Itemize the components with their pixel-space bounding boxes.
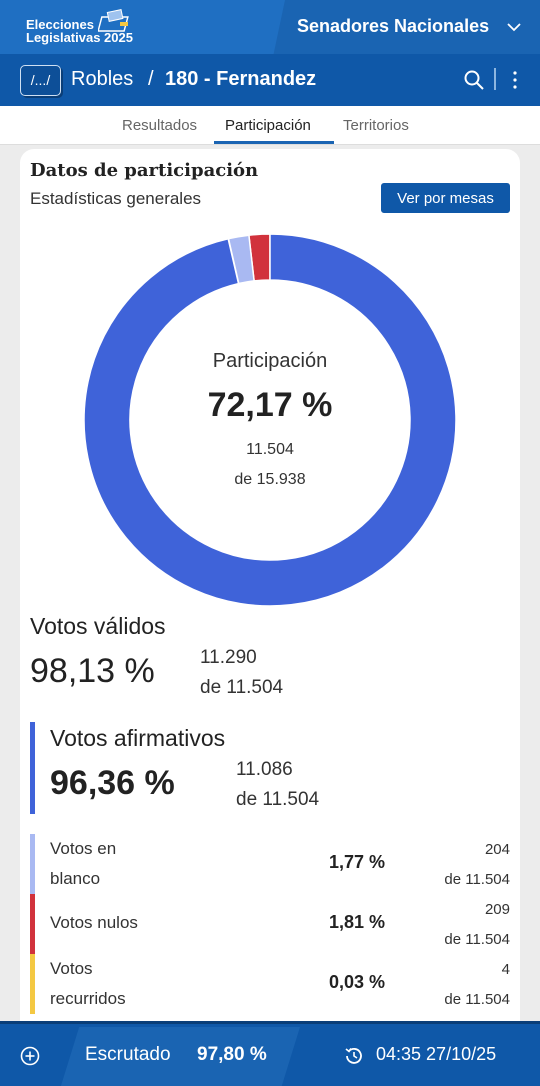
escrutado-pct: 97,80 % [197,1044,267,1065]
donut-slice-votos-afirmativos [83,233,457,607]
votos-afirmativos-total: de 11.504 [236,789,320,810]
votos-validos-title: Votos válidos [30,613,166,639]
votos-recurridos-total: de 11.504 [444,991,510,1008]
votos-afirmativos-pct: 96,36 % [50,764,175,802]
plus-circle-icon[interactable] [20,1046,40,1066]
votos-nulos-label: Votos nulos [50,913,138,932]
tab-resultados[interactable]: Resultados [122,117,198,134]
breadcrumb-separator: / [148,68,154,90]
logo-line-1: Elecciones [26,17,94,32]
votos-afirmativos-title: Votos afirmativos [50,725,226,751]
votos-validos-total: de 11.504 [200,677,284,698]
votos-nulos-count: 209 [484,901,510,918]
votos-blanco-color-bar [30,834,35,894]
votos-nulos-color-bar [30,894,35,954]
votos-blanco-label: Votos en blanco [50,839,117,888]
category-selector[interactable]: Senadores Nacionales [297,16,490,36]
votos-afirmativos-count: 11.086 [236,759,293,780]
card-title: Datos de participación [30,160,259,181]
votos-afirmativos-color-bar [30,722,35,814]
votos-recurridos-label: Votos recurridos [50,959,126,1008]
donut-center-count: 11.504 [246,441,294,458]
votos-validos-count: 11.290 [200,647,257,668]
votos-blanco-total: de 11.504 [444,871,510,888]
logo-line-2: Legislativas 2025 [26,30,133,45]
ver-por-mesas-button[interactable]: Ver por mesas [381,183,510,213]
votos-blanco-pct: 1,77 % [328,852,385,872]
more-vertical-icon[interactable] [508,69,522,91]
donut-slice-votos-en-blanco [227,234,255,285]
chevron-down-icon[interactable] [505,18,523,36]
card-subtitle: Estadísticas generales [30,189,202,208]
donut-center-total: de 15.938 [234,471,306,488]
last-update-timestamp: 04:35 27/10/25 [376,1044,497,1064]
votos-nulos-total: de 11.504 [444,931,510,948]
tab-territorios[interactable]: Territorios [343,117,409,134]
logo: Elecciones Legislativas 2025 [26,18,133,44]
breadcrumb-bar [0,54,540,106]
breadcrumb-expand-button[interactable]: /.../ [20,65,61,96]
footer-escrutado-segment [60,1027,300,1086]
votos-recurridos-count: 4 [501,961,510,978]
breadcrumb-current: 180 - Fernandez [165,68,317,90]
history-icon[interactable] [343,1045,365,1067]
active-tab-indicator [214,141,334,144]
search-icon[interactable] [463,69,485,91]
escrutado-label: Escrutado [85,1044,171,1065]
nav-divider [494,68,496,90]
votos-validos-pct: 98,13 % [30,652,155,690]
votos-blanco-count: 204 [484,841,510,858]
votos-recurridos-color-bar [30,954,35,1014]
votos-nulos-pct: 1,81 % [328,912,385,932]
participation-donut-chart [83,233,457,607]
top-bar [0,0,540,54]
logo-background [0,0,285,54]
breadcrumb-parent[interactable]: Robles [71,68,134,90]
donut-center-title: Participación [212,350,328,372]
tab-participacion[interactable]: Participación [225,117,311,134]
donut-center-value: 72,17 % [207,386,333,424]
tab-bar: Resultados Participación Territorios [0,106,540,145]
votos-recurridos-pct: 0,03 % [328,972,385,992]
footer-bar [0,1021,540,1086]
ballot-box-icon [98,9,129,32]
